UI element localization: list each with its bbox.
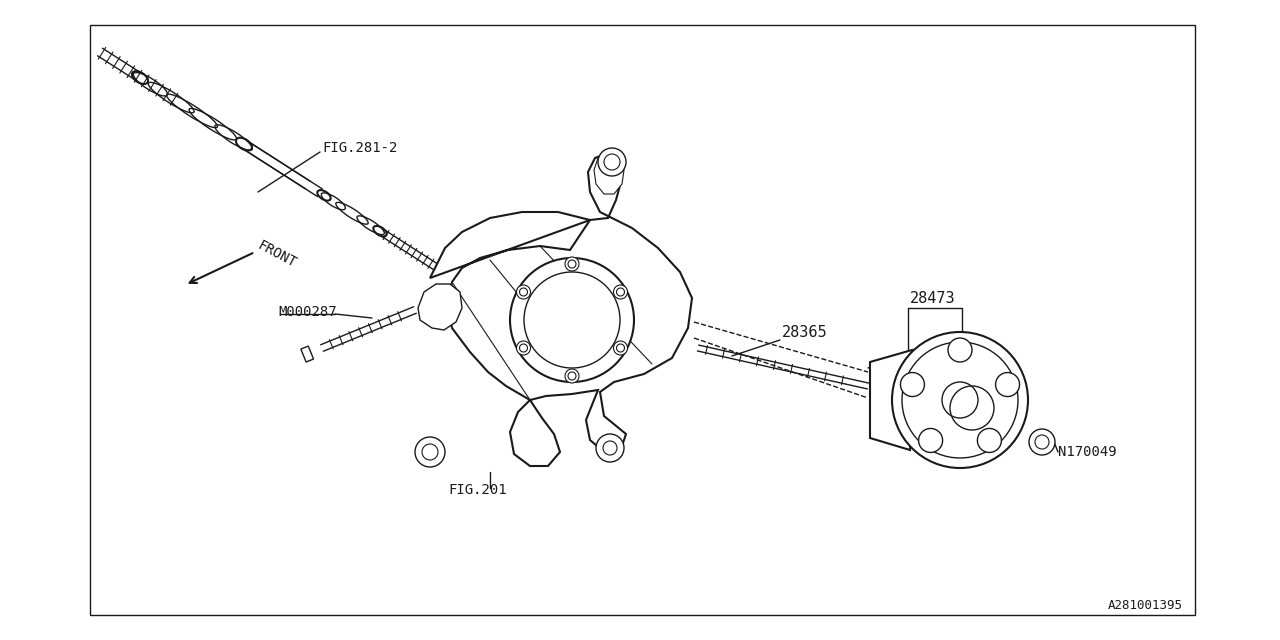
Text: 28365: 28365 [782, 324, 828, 339]
Circle shape [598, 148, 626, 176]
Circle shape [517, 341, 530, 355]
Circle shape [564, 257, 579, 271]
Circle shape [564, 369, 579, 383]
Text: N170049: N170049 [1059, 445, 1116, 459]
Polygon shape [419, 284, 462, 330]
Circle shape [948, 338, 972, 362]
Circle shape [596, 434, 625, 462]
Circle shape [919, 428, 942, 452]
Text: FIG.201: FIG.201 [448, 483, 507, 497]
Circle shape [892, 332, 1028, 468]
Polygon shape [594, 153, 625, 194]
Text: 28473: 28473 [910, 291, 956, 305]
Circle shape [613, 285, 627, 299]
Text: A281001395: A281001395 [1108, 599, 1183, 612]
Text: FRONT: FRONT [255, 238, 298, 270]
Circle shape [900, 372, 924, 397]
Text: FIG.281-2: FIG.281-2 [323, 141, 397, 155]
Polygon shape [870, 350, 913, 450]
Polygon shape [430, 153, 692, 466]
Circle shape [509, 258, 634, 382]
Bar [90, 25, 1196, 615]
Polygon shape [301, 346, 314, 362]
Circle shape [613, 341, 627, 355]
Circle shape [1029, 429, 1055, 455]
Text: M000287: M000287 [278, 305, 337, 319]
Circle shape [415, 437, 445, 467]
Circle shape [517, 285, 530, 299]
Circle shape [996, 372, 1020, 397]
Circle shape [978, 428, 1001, 452]
